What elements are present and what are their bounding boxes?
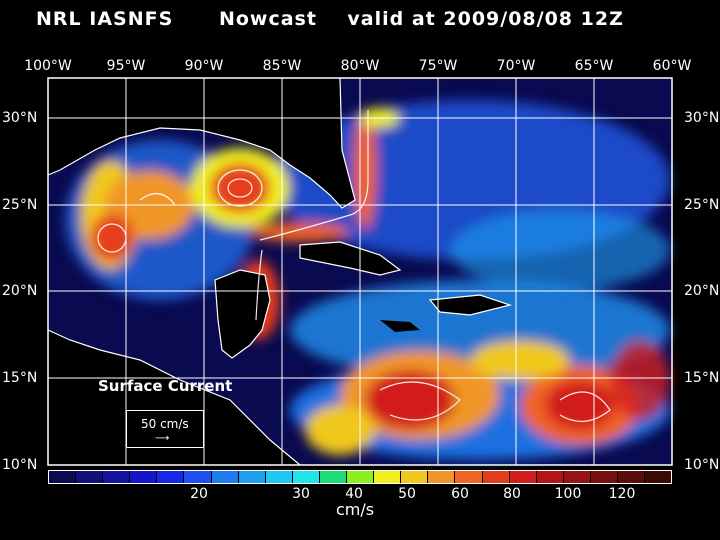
colorbar-tick-label: 40 [345,486,363,502]
lat-label-right: 15°N [684,370,720,386]
colorbar-swatch [617,471,646,483]
lon-label: 75°W [418,58,458,74]
colorbar-swatch [428,471,456,483]
colorbar-swatch [211,471,239,483]
lon-label: 60°W [652,58,692,74]
colorbar-swatch [455,471,483,483]
colorbar-swatch [103,471,131,483]
colorbar-swatch [374,471,402,483]
colorbar-swatch [509,471,537,483]
lat-label-right: 20°N [684,283,720,299]
lat-label-right: 25°N [684,197,720,213]
lat-label-left: 30°N [2,110,38,126]
colorbar-swatch [184,471,212,483]
colorbar-swatch [563,471,591,483]
surface-current-label: Surface Current [98,377,233,395]
colorbar-swatch [482,471,510,483]
lat-label-left: 25°N [2,197,38,213]
map-frame [47,77,673,466]
colorbar-swatch [347,471,375,483]
colorbar-swatch [238,471,266,483]
lat-lon-grid [48,78,672,465]
colorbar-tick-label: 100 [554,486,582,502]
lat-label-left: 20°N [2,283,38,299]
lat-label-right: 30°N [684,110,720,126]
land-masks [48,78,510,465]
colorbar-tick-label: 20 [190,486,208,502]
colorbar-swatch [645,471,672,483]
colorbar-swatch [536,471,564,483]
current-streamlines [97,110,611,422]
colorbar-swatch [49,471,77,483]
speed-field [65,100,670,460]
colorbar-swatch [401,471,429,483]
colorbar-swatch [590,471,618,483]
colorbar-tick-label: 120 [608,486,636,502]
colorbar-tick-label: 50 [398,486,416,502]
colorbar-units: cm/s [336,500,375,519]
reference-arrow-icon: ⟶ [155,433,170,444]
map-title: NRL IASNFS Nowcast valid at 2009/08/08 1… [36,8,624,30]
colorbar-swatch [130,471,158,483]
lon-label: 100°W [24,58,72,74]
reference-vector-label: 50 cm/s [141,417,189,431]
colorbar-tick-label: 60 [451,486,469,502]
lon-label: 70°W [496,58,536,74]
colorbar-swatch [292,471,320,483]
lon-label: 90°W [184,58,224,74]
colorbar-swatch [265,471,293,483]
colorbar-swatch [157,471,185,483]
colorbar-tick-label: 80 [503,486,521,502]
reference-vector-box: 50 cm/s ⟶ [126,410,204,448]
lon-label: 65°W [574,58,614,74]
colorbar-swatch [76,471,104,483]
colorbar-swatch [319,471,348,483]
lon-label: 80°W [340,58,380,74]
lon-label: 95°W [106,58,146,74]
colorbar [48,470,672,484]
lat-label-left: 15°N [2,370,38,386]
lon-label: 85°W [262,58,302,74]
lat-label-right: 10°N [684,457,720,473]
lat-label-left: 10°N [2,457,38,473]
colorbar-tick-label: 30 [292,486,310,502]
